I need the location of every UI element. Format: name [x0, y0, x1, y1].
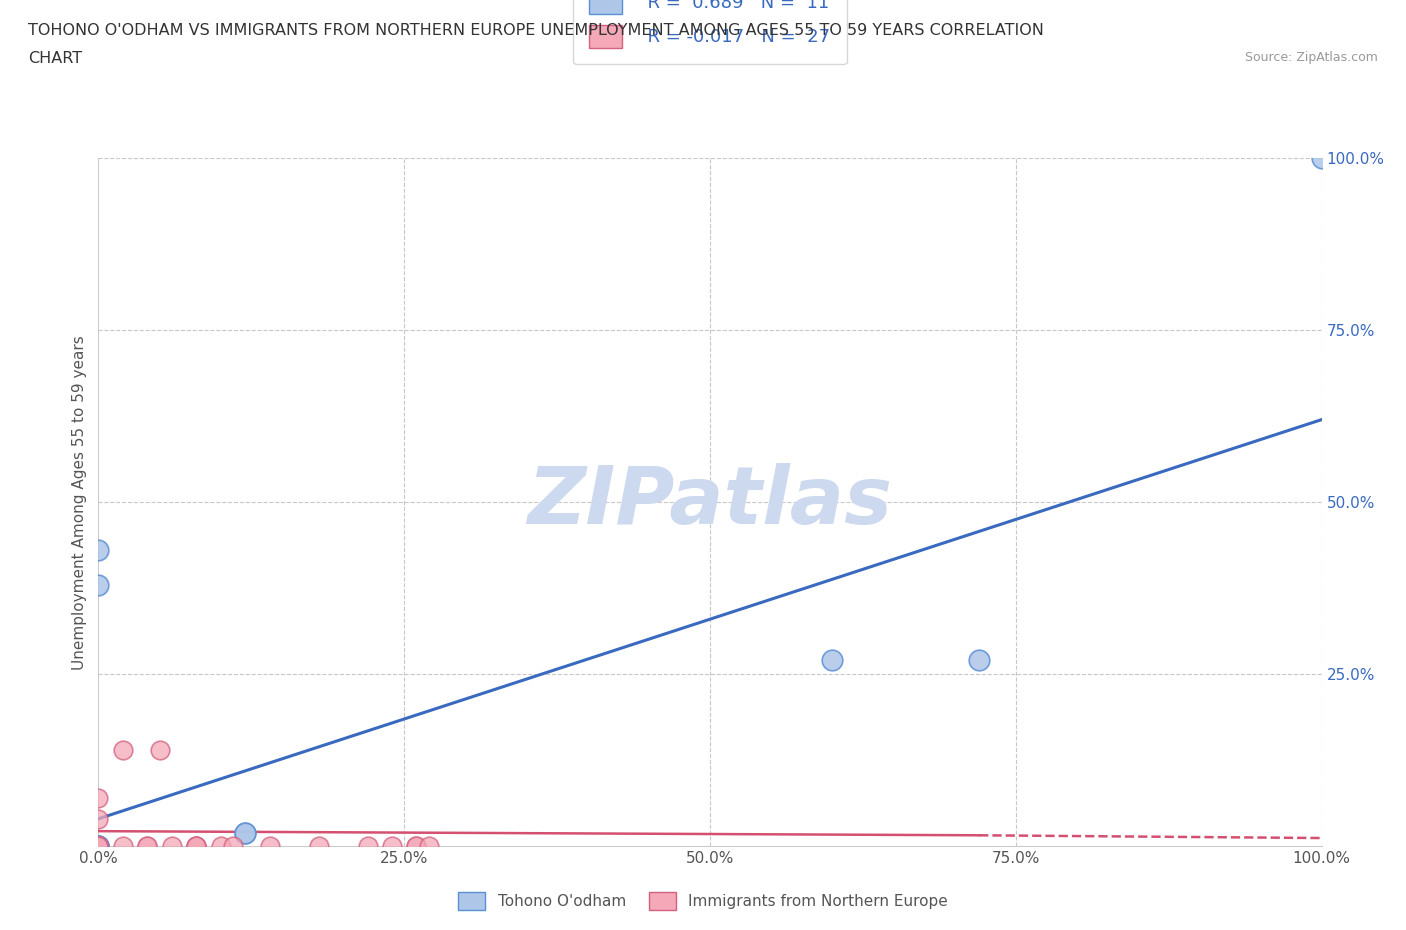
Point [1310, 151, 1333, 166]
Point [87, 839, 110, 854]
Point [209, 839, 232, 854]
Text: CHART: CHART [28, 51, 82, 66]
Point [87, 839, 110, 854]
Point [87, 839, 110, 854]
Point [233, 825, 256, 840]
Text: TOHONO O'ODHAM VS IMMIGRANTS FROM NORTHERN EUROPE UNEMPLOYMENT AMONG AGES 55 TO : TOHONO O'ODHAM VS IMMIGRANTS FROM NORTHE… [28, 23, 1045, 38]
Point [87, 839, 110, 854]
Point [87, 811, 110, 826]
Point [233, 825, 256, 840]
Text: Source: ZipAtlas.com: Source: ZipAtlas.com [1244, 51, 1378, 64]
Point [418, 839, 440, 854]
Point [186, 839, 208, 854]
Point [186, 839, 208, 854]
Point [356, 839, 378, 854]
Point [111, 742, 134, 757]
Point [87, 790, 110, 805]
Point [222, 839, 245, 854]
Point [87, 839, 110, 854]
Point [87, 839, 110, 854]
Text: ZIPatlas: ZIPatlas [527, 463, 893, 541]
Point [259, 839, 281, 854]
Point [111, 839, 134, 854]
Point [87, 839, 110, 854]
Point [405, 839, 427, 854]
Point [308, 839, 330, 854]
Point [87, 578, 110, 592]
Point [186, 839, 208, 854]
Point [136, 839, 159, 854]
Y-axis label: Unemployment Among Ages 55 to 59 years: Unemployment Among Ages 55 to 59 years [72, 335, 87, 670]
Point [87, 543, 110, 558]
Point [87, 839, 110, 854]
Point [160, 839, 183, 854]
Point [149, 742, 172, 757]
Point [136, 839, 159, 854]
Point [87, 839, 110, 854]
Legend: Tohono O'odham, Immigrants from Northern Europe: Tohono O'odham, Immigrants from Northern… [450, 884, 956, 918]
Point [87, 839, 110, 854]
Point [405, 839, 427, 854]
Point [967, 653, 990, 668]
Point [821, 653, 844, 668]
Point [87, 839, 110, 854]
Legend:   R =  0.689   N =  11,   R = -0.017   N =  27: R = 0.689 N = 11, R = -0.017 N = 27 [574, 0, 846, 64]
Point [381, 839, 404, 854]
